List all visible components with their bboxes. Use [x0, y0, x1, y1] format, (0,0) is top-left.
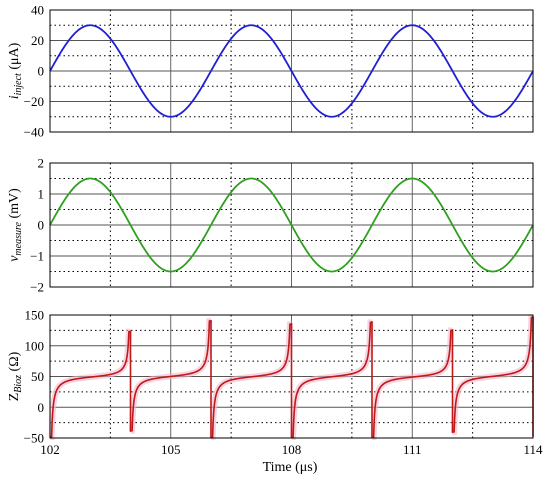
y-tick-label: 40: [31, 3, 44, 18]
series-line: [49, 24, 534, 118]
series-line: [211, 323, 292, 438]
x-tick-label: 108: [282, 442, 302, 457]
series-line: [130, 320, 211, 432]
panel-measure-voltage: 2 1 0 −1 −2 vmeasure (mV): [7, 156, 534, 295]
series-line: [372, 329, 453, 438]
x-tick-label: 105: [161, 442, 181, 457]
panel-inject-current: 40 20 0 −20 −40 iinject (μA): [7, 3, 534, 140]
y-tick-label: 1: [38, 187, 45, 202]
y-axis-label: iinject (μA): [7, 42, 24, 99]
y-tick-label: −20: [24, 94, 44, 109]
y-tick-label: 100: [25, 338, 45, 353]
series-line: [50, 330, 131, 438]
series-band: [209, 321, 293, 440]
plot-frame: [49, 314, 534, 439]
x-tick-label: 111: [403, 442, 422, 457]
panel-bioimpedance: 150 100 50 0 −50 ZBioz (Ω) 102 105 108 111 114: [7, 308, 543, 458]
y-tick-label: 0: [38, 400, 45, 415]
series-band: [451, 314, 535, 435]
y-axis-label: ZBioz (Ω): [7, 351, 24, 401]
x-tick-label: 102: [40, 442, 60, 457]
y-axis-label: vmeasure (mV): [7, 188, 24, 262]
y-tick-label: 150: [25, 308, 45, 323]
y-tick-label: 0: [38, 64, 45, 79]
y-tick-label: 0: [38, 218, 45, 233]
x-tick-label: 114: [523, 442, 543, 457]
x-axis-label: Time (μs): [263, 460, 318, 475]
y-tick-label: −40: [24, 125, 44, 140]
y-tick-label: −50: [24, 431, 44, 446]
series-line: [49, 177, 534, 273]
y-tick-label: 20: [31, 33, 44, 48]
series-band: [290, 319, 374, 440]
y-tick-label: −2: [30, 280, 44, 295]
y-tick-label: 50: [31, 369, 44, 384]
series-line: [291, 321, 372, 438]
plot-frame: [49, 9, 534, 133]
plot-frame: [49, 162, 534, 288]
y-tick-label: −1: [30, 249, 44, 264]
y-tick-label: 2: [38, 156, 45, 171]
series-line: [452, 316, 533, 433]
